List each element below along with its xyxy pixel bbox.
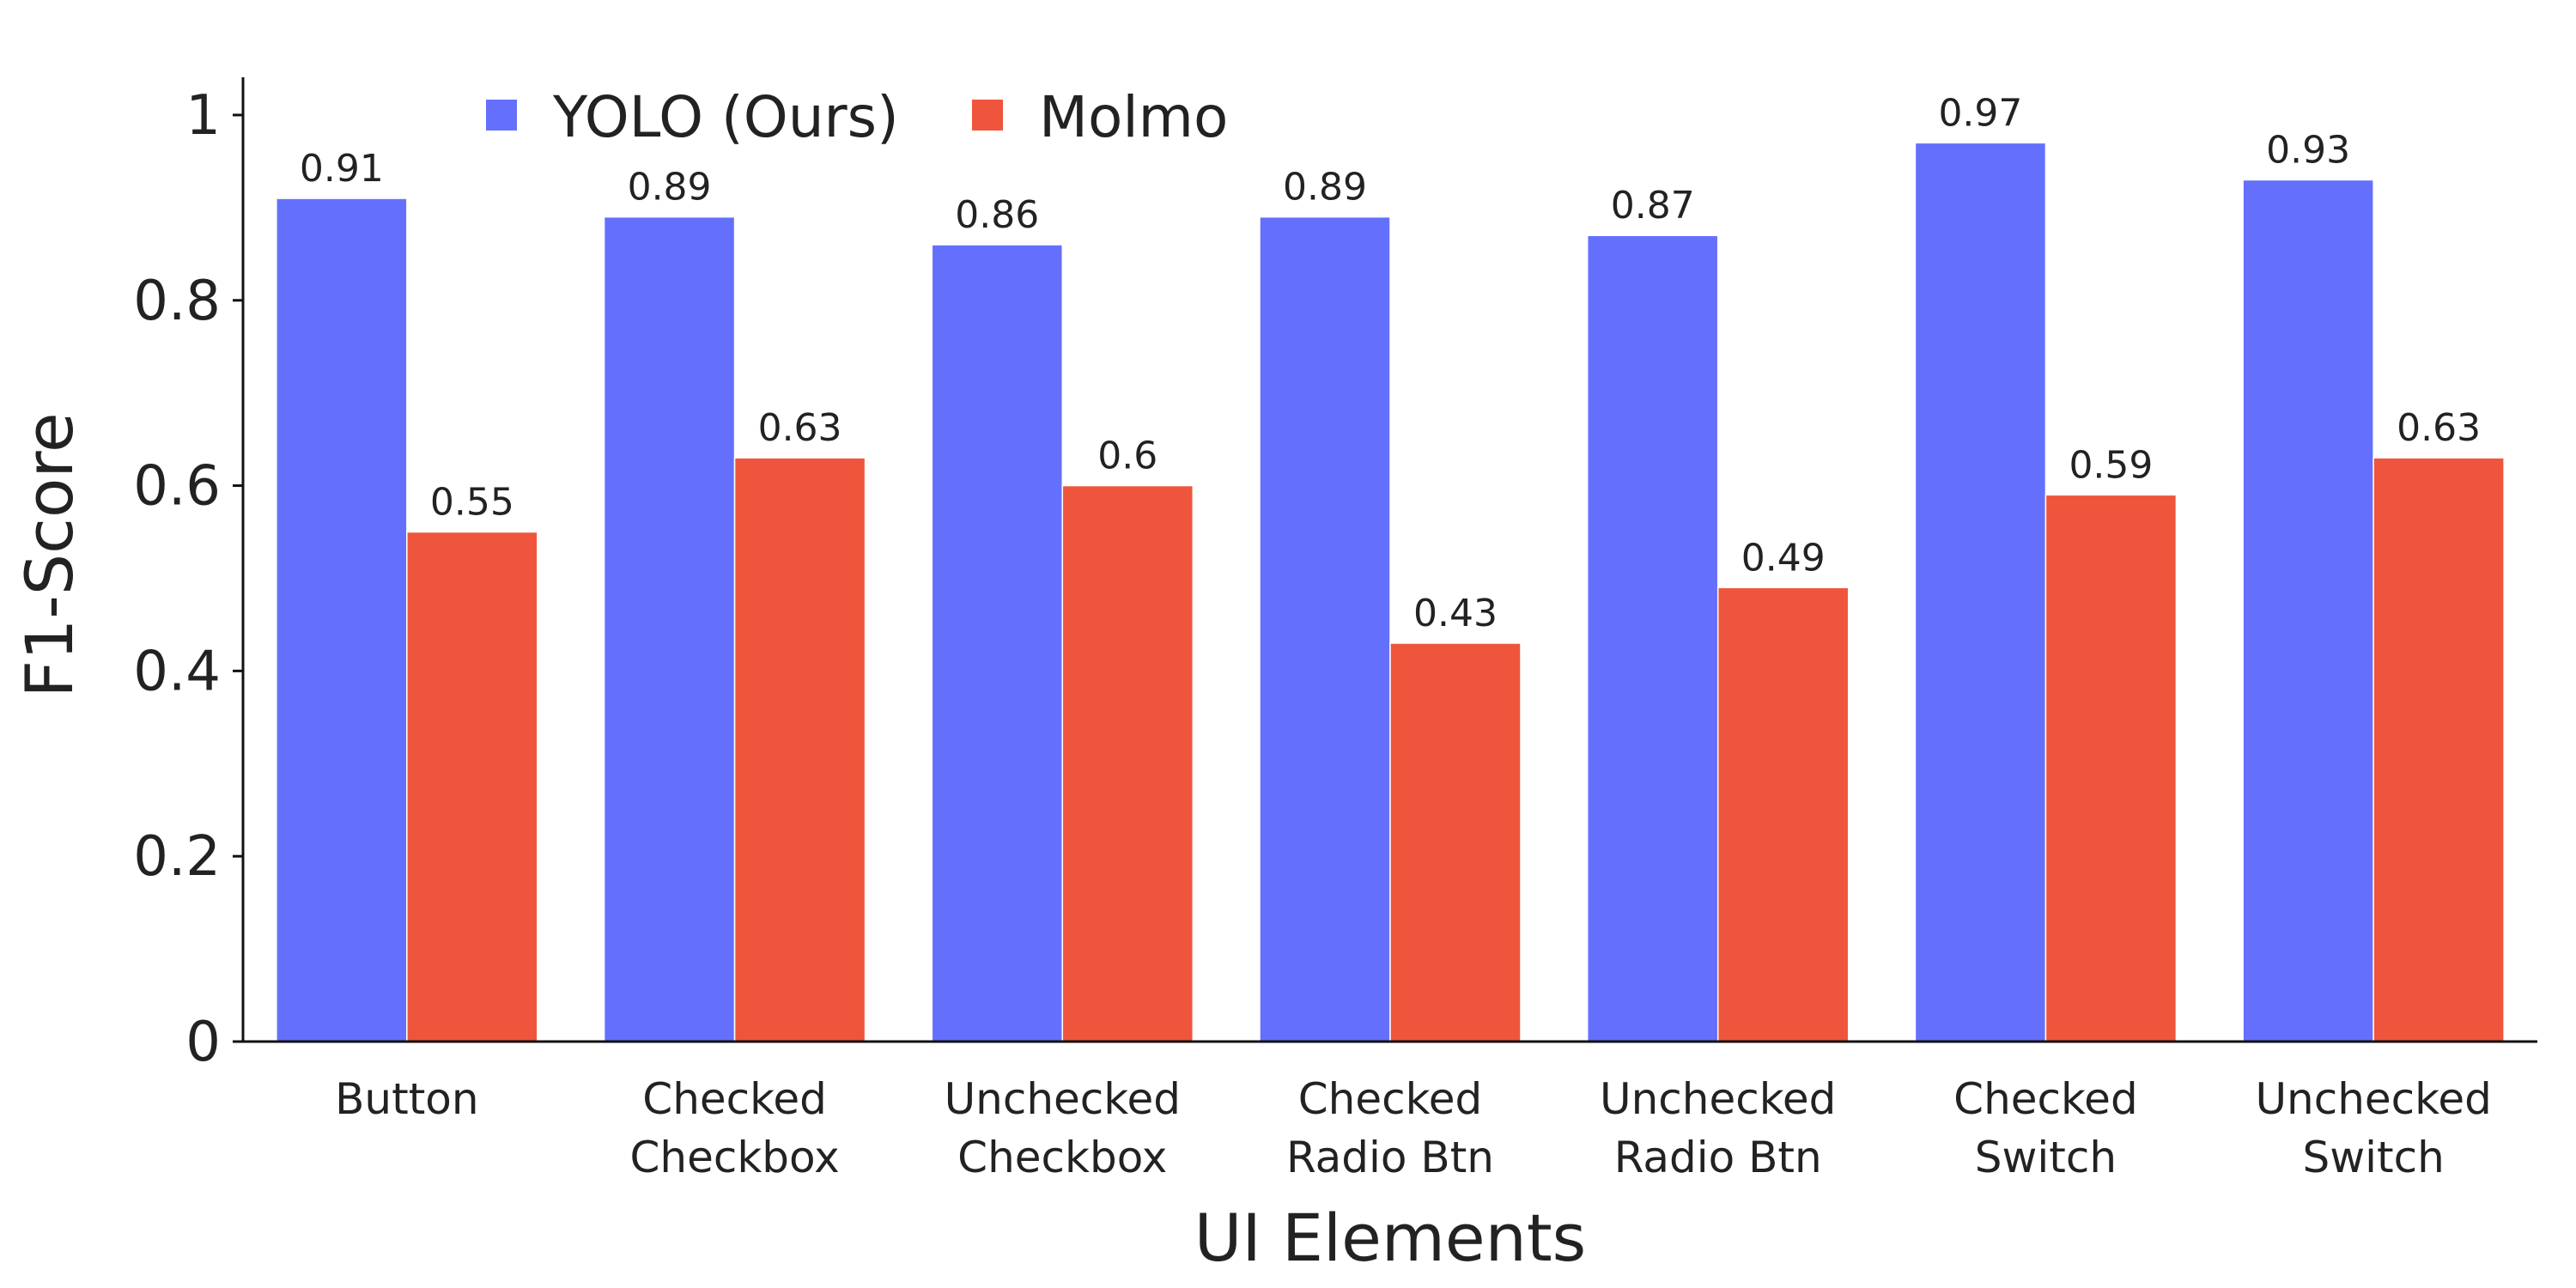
- y-axis-title: F1-Score: [11, 412, 88, 697]
- legend-swatch: [972, 100, 1003, 131]
- data-label: 0.49: [1741, 536, 1826, 580]
- data-label: 0.63: [758, 406, 842, 450]
- bar: [406, 531, 538, 1042]
- x-tick-label-line: Checked: [1298, 1074, 1483, 1124]
- data-label: 0.6: [1097, 434, 1157, 478]
- x-tick-label: Unchecked Checkbox: [945, 1074, 1181, 1182]
- legend-label: Molmo: [1039, 84, 1228, 150]
- data-label: 0.63: [2397, 406, 2481, 450]
- data-label: 0.86: [955, 193, 1039, 237]
- y-tick-label: 0.8: [133, 270, 221, 333]
- bar: [603, 216, 736, 1042]
- data-label: 0.55: [430, 481, 514, 525]
- y-tick-label: 0.6: [133, 455, 221, 519]
- data-label: 0.43: [1413, 592, 1498, 635]
- y-tick-label: 0.2: [133, 825, 221, 889]
- x-tick-label: Unchecked Radio Btn: [1600, 1074, 1836, 1182]
- y-tick-label: 1: [185, 84, 221, 148]
- legend-label: YOLO (Ours): [552, 84, 899, 150]
- bar: [1259, 216, 1391, 1042]
- bar: [1389, 642, 1522, 1042]
- x-tick-label-line: Button: [335, 1074, 478, 1124]
- x-tick-label: Checked Radio Btn: [1286, 1074, 1494, 1182]
- x-tick-label-line: Checked: [1953, 1074, 2138, 1124]
- data-label: 0.89: [1283, 166, 1367, 210]
- bar: [733, 457, 866, 1042]
- x-tick-label: Button: [335, 1074, 478, 1124]
- bar: [2372, 457, 2505, 1042]
- bars-layer: [276, 142, 2505, 1042]
- y-tick-label: 0: [185, 1011, 221, 1074]
- bar: [2242, 179, 2374, 1042]
- bar: [2044, 494, 2178, 1042]
- x-tick-label-line: Checkbox: [629, 1133, 839, 1182]
- legend: YOLO (Ours) Molmo: [486, 84, 1228, 150]
- x-tick-label-line: Unchecked: [945, 1074, 1181, 1124]
- x-tick-label-line: Switch: [1975, 1133, 2117, 1182]
- data-label: 0.89: [628, 166, 712, 210]
- x-tick-label-line: Radio Btn: [1614, 1133, 1822, 1182]
- x-tick-label-line: Switch: [2302, 1133, 2444, 1182]
- data-label: 0.97: [1938, 91, 2022, 135]
- x-tick-label-line: Radio Btn: [1286, 1133, 1494, 1182]
- y-tick-label: 0.4: [133, 640, 221, 703]
- x-tick-label-line: Unchecked: [1600, 1074, 1836, 1124]
- x-tick-label: Checked Switch: [1953, 1074, 2138, 1182]
- bar: [1914, 142, 2047, 1042]
- legend-swatch: [486, 100, 517, 131]
- bar: [276, 197, 408, 1042]
- data-label: 0.87: [1611, 184, 1695, 228]
- bar: [1716, 586, 1850, 1042]
- x-axis-title: UI Elements: [1194, 1200, 1586, 1276]
- x-tick-label-line: Checked: [642, 1074, 827, 1124]
- data-labels-layer: 0.91 0.55 0.89 0.63 0.86 0.6 0.89 0.43 0.87 0.49 0…: [300, 91, 2481, 635]
- x-tick-label: Checked Checkbox: [629, 1074, 839, 1182]
- x-tick-label-line: Checkbox: [957, 1133, 1167, 1182]
- data-label: 0.59: [2069, 443, 2153, 487]
- bar: [931, 244, 1064, 1042]
- bar: [1586, 234, 1719, 1042]
- axes-layer: [241, 77, 2537, 1043]
- data-label: 0.91: [300, 147, 384, 191]
- x-tick-label-line: Unchecked: [2255, 1074, 2491, 1124]
- data-label: 0.93: [2266, 128, 2350, 172]
- y-ticks-layer: 0 0.2 0.4 0.6 0.8 1: [133, 84, 243, 1074]
- bar: [1061, 484, 1194, 1042]
- x-tick-label: Unchecked Switch: [2255, 1074, 2491, 1182]
